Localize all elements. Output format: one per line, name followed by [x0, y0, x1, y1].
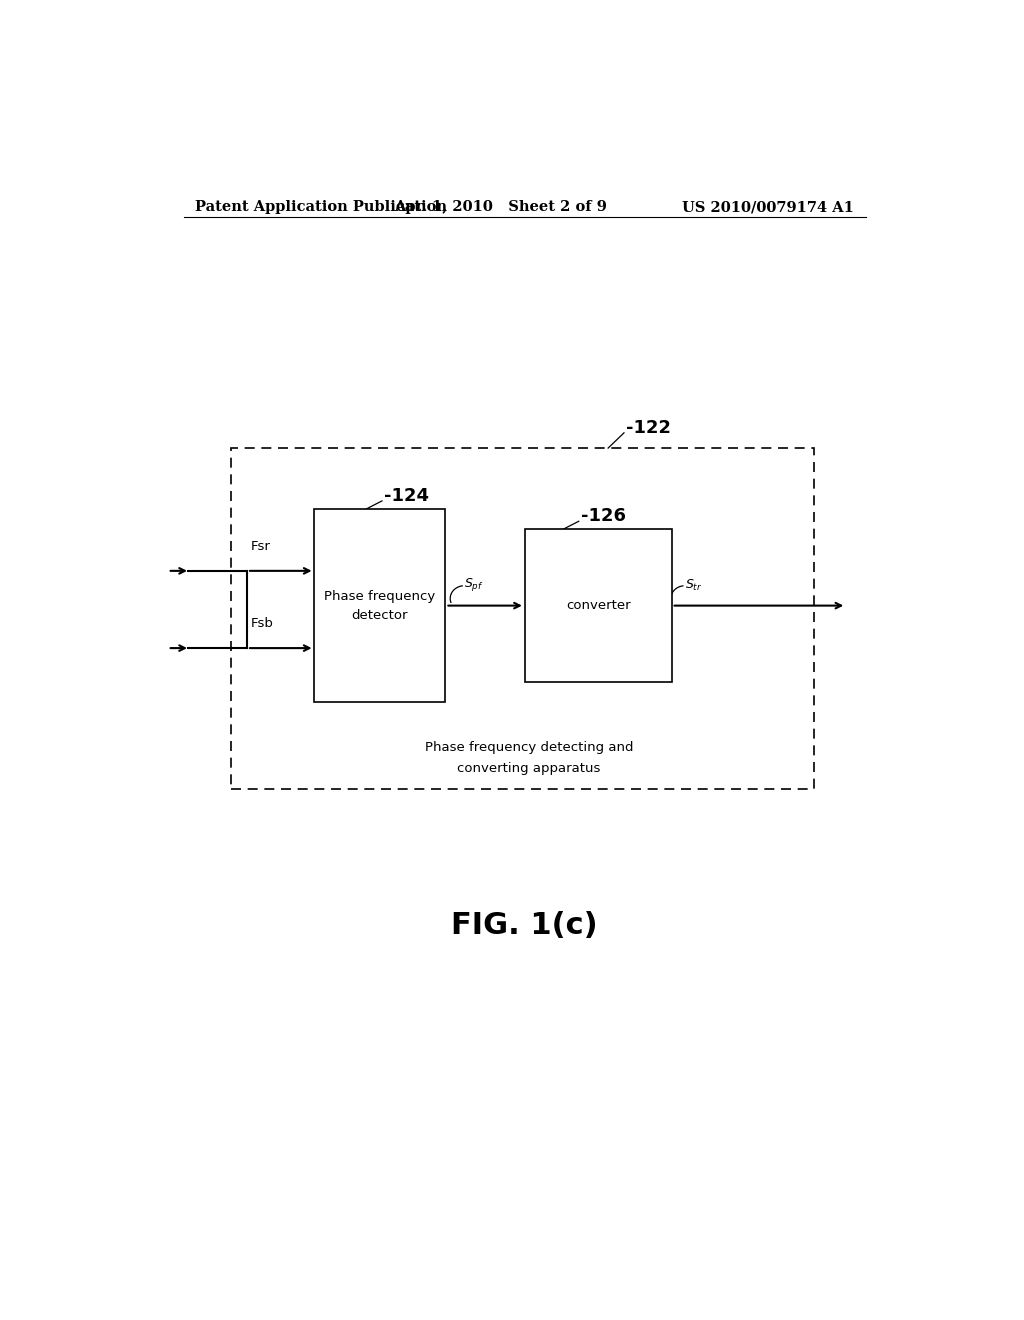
Text: Phase frequency detecting and: Phase frequency detecting and: [425, 742, 633, 755]
Text: FIG. 1(c): FIG. 1(c): [452, 911, 598, 940]
Text: -124: -124: [384, 487, 429, 504]
Bar: [524, 529, 672, 682]
Bar: [231, 447, 814, 788]
Text: Phase frequency
detector: Phase frequency detector: [325, 590, 435, 622]
Text: US 2010/0079174 A1: US 2010/0079174 A1: [682, 201, 854, 214]
Text: Apr. 1, 2010   Sheet 2 of 9: Apr. 1, 2010 Sheet 2 of 9: [394, 201, 607, 214]
Text: -126: -126: [582, 507, 626, 525]
Text: $S_{pf}$: $S_{pf}$: [465, 577, 484, 594]
Text: converting apparatus: converting apparatus: [457, 762, 600, 775]
Text: Patent Application Publication: Patent Application Publication: [196, 201, 447, 214]
Text: Fsr: Fsr: [251, 540, 271, 553]
Text: Fsb: Fsb: [251, 616, 273, 630]
Bar: [314, 510, 445, 702]
Text: $S_{tr}$: $S_{tr}$: [685, 578, 702, 594]
Text: -122: -122: [627, 418, 672, 437]
Text: converter: converter: [566, 599, 631, 612]
